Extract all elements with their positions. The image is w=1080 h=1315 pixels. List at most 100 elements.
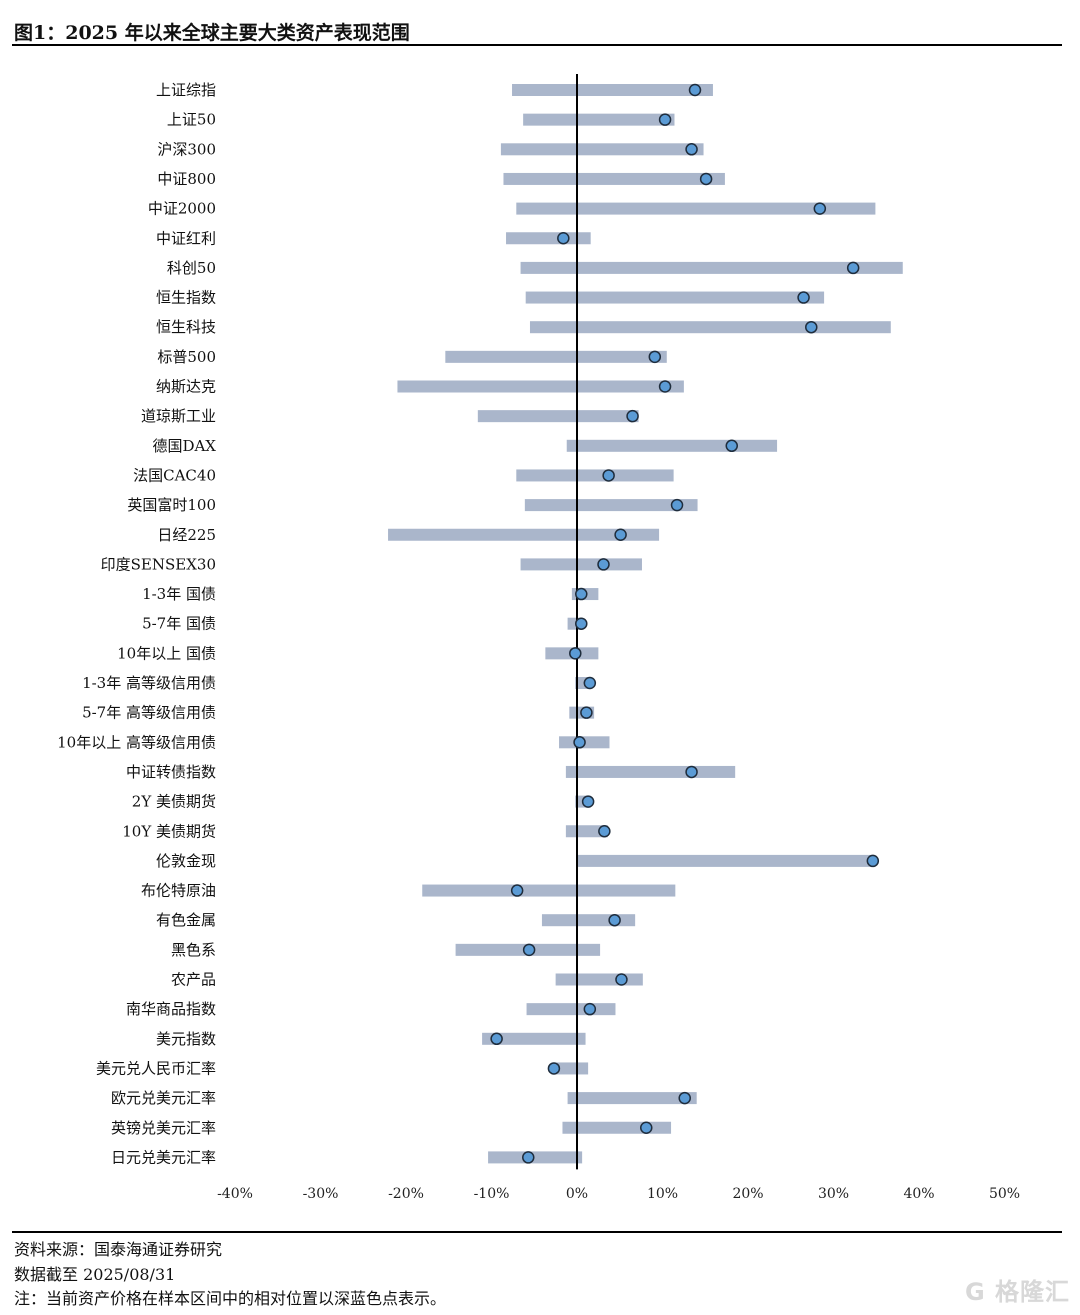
x-tick-label: 50% [989, 1186, 1020, 1202]
category-label: 德国DAX [152, 437, 216, 455]
category-label: 美元指数 [156, 1030, 216, 1048]
range-bar [541, 914, 636, 927]
category-label: 恒生指数 [156, 289, 216, 307]
current-position-point [510, 884, 524, 897]
range-bar [512, 84, 713, 96]
category-label: 5-7年 国债 [142, 615, 216, 633]
current-position-point [805, 320, 818, 334]
range-bar [566, 439, 778, 452]
current-position-point [678, 1091, 691, 1105]
current-position-point [685, 143, 698, 156]
category-label: 10年以上 国债 [117, 644, 216, 662]
range-bar [555, 973, 643, 986]
current-position-point [608, 913, 621, 927]
current-position-point [670, 498, 684, 512]
x-tick-label: 20% [732, 1186, 763, 1202]
current-position-point [699, 172, 713, 186]
category-label: 恒生科技 [156, 318, 216, 336]
category-label: 英镑兑美元汇率 [111, 1119, 216, 1137]
current-position-point [813, 202, 827, 215]
current-position-point [614, 528, 627, 541]
category-label: 1-3年 高等级信用债 [82, 674, 216, 692]
category-label: 科创50 [167, 259, 216, 277]
category-label: 美元兑人民币汇率 [96, 1059, 216, 1077]
current-position-point [522, 1151, 535, 1164]
category-label: 1-3年 国债 [142, 585, 216, 603]
bottom-divider [12, 1231, 1062, 1233]
current-position-point [575, 617, 588, 630]
category-label: 日元兑美元汇率 [111, 1148, 216, 1166]
category-label: 中证800 [157, 170, 216, 188]
category-label: 5-7年 高等级信用债 [82, 704, 216, 722]
current-position-point [725, 439, 739, 453]
range-bar [516, 469, 674, 482]
x-tick-label: -20% [388, 1186, 424, 1202]
current-position-point [685, 765, 698, 779]
range-bar [523, 113, 675, 126]
category-label: 上证50 [167, 111, 216, 129]
range-bar [577, 854, 873, 867]
current-position-point [557, 232, 570, 245]
category-label: 南华商品指数 [126, 1000, 216, 1018]
category-label: 有色金属 [156, 911, 216, 929]
current-position-point [581, 795, 595, 808]
range-bar [524, 499, 698, 512]
category-label: 伦敦金现 [156, 852, 216, 870]
range-bar [488, 1151, 583, 1164]
source-note: 资料来源：国泰海通证券研究 [14, 1240, 223, 1259]
category-label: 2Y 美债期货 [132, 793, 216, 811]
range-bar [529, 321, 891, 334]
current-position-point [575, 587, 588, 601]
x-tick-label: 30% [818, 1186, 849, 1202]
current-position-point [615, 973, 628, 986]
current-position-point [658, 113, 672, 126]
range-bar [503, 172, 725, 185]
category-label: 日经225 [157, 526, 216, 544]
range-bar [388, 528, 660, 541]
category-label: 上证综指 [156, 81, 216, 99]
category-label: 中证2000 [148, 200, 216, 218]
range-bar [506, 232, 591, 245]
range-bar [520, 558, 642, 571]
category-label: 标普500 [157, 348, 216, 366]
range-bar [516, 202, 876, 215]
current-position-point [640, 1121, 653, 1134]
figure-title: 图1：2025 年以来全球主要大类资产表现范围 [14, 22, 410, 44]
range-bar [562, 1121, 672, 1134]
x-tick-label: 0% [566, 1186, 588, 1202]
range-bar [500, 143, 704, 156]
x-tick-label: -10% [474, 1186, 510, 1202]
current-position-point [522, 943, 536, 957]
category-label: 英国富时100 [127, 496, 216, 514]
range-bar [525, 291, 825, 304]
current-position-point [598, 825, 611, 838]
current-position-point [648, 350, 662, 364]
category-label: 黑色系 [171, 941, 216, 959]
current-position-point [569, 647, 582, 660]
category-label: 中证转债指数 [126, 763, 216, 781]
category-label: 中证红利 [156, 229, 216, 247]
x-tick-label: 10% [647, 1186, 678, 1202]
footnote: 注：当前资产价格在样本区间中的相对位置以深蓝色点表示。 [14, 1289, 447, 1308]
category-label: 欧元兑美元汇率 [111, 1089, 216, 1107]
category-label: 布伦特原油 [141, 882, 216, 900]
current-position-point [797, 291, 810, 304]
range-bar [445, 350, 667, 363]
x-tick-label: -40% [217, 1186, 253, 1202]
current-position-point [602, 469, 615, 482]
current-position-point [583, 1002, 597, 1016]
current-position-point [626, 409, 639, 423]
range-bar [397, 380, 684, 393]
category-label: 沪深300 [157, 140, 216, 158]
watermark-logo: G 格隆汇 [964, 1278, 1070, 1306]
current-position-point [658, 380, 672, 393]
category-label: 法国CAC40 [133, 466, 216, 484]
range-bar [422, 884, 676, 897]
current-position-point [490, 1032, 503, 1046]
category-label: 印度SENSEX30 [101, 555, 216, 573]
range-bar [526, 1003, 616, 1016]
category-label: 10年以上 高等级信用债 [57, 733, 216, 751]
current-position-point [547, 1062, 561, 1075]
range-bar [567, 1092, 697, 1105]
